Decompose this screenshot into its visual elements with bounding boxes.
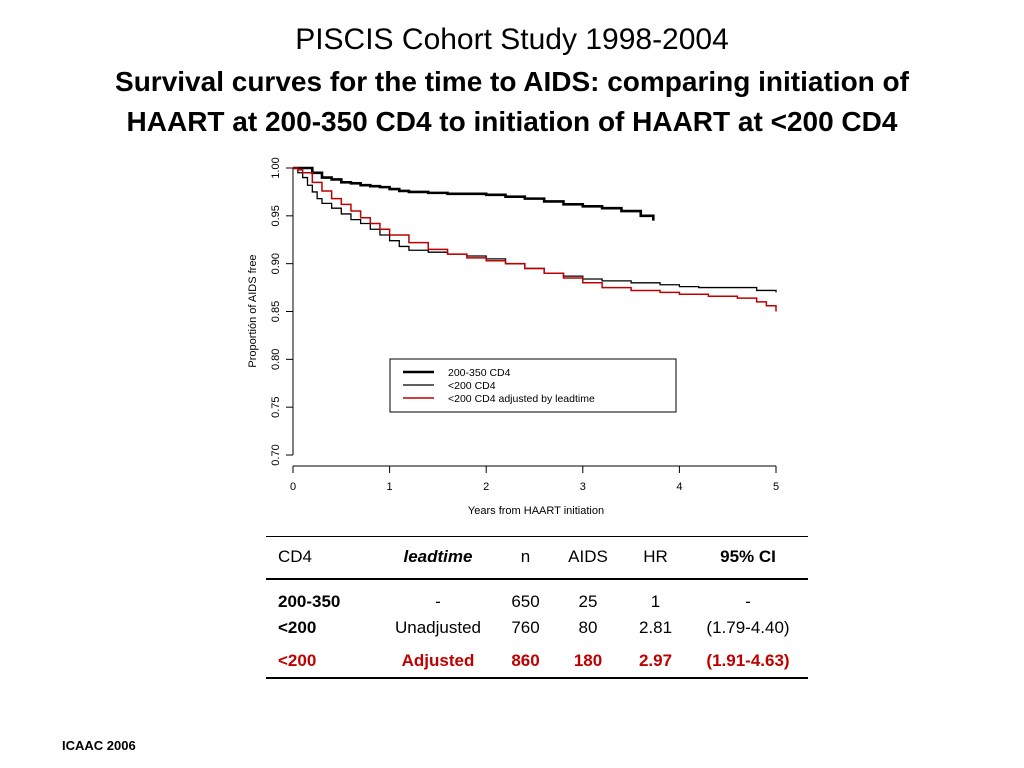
cell-n: 860 xyxy=(498,644,553,679)
x-tick-label: 0 xyxy=(290,481,296,493)
x-tick-label: 3 xyxy=(580,481,586,493)
y-tick-label: 0.90 xyxy=(270,253,282,274)
y-axis-label: Proportión of AIDS free xyxy=(247,254,259,367)
cell-ci: (1.91-4.63) xyxy=(688,644,808,679)
cell-ci: - xyxy=(745,591,751,611)
cell-hr: 2.97 xyxy=(623,644,688,679)
table-row: <200 Unadjusted 760 80 2.81 (1.79-4.40) xyxy=(266,612,808,645)
cell-cd4: <200 xyxy=(278,618,317,637)
x-tick-label: 2 xyxy=(483,481,489,493)
table-row: <200 Adjusted 860 180 2.97 (1.91-4.63) xyxy=(266,644,808,679)
header-ci: 95% CI xyxy=(688,536,808,580)
header-hr: HR xyxy=(623,536,688,580)
legend-box xyxy=(389,358,677,413)
curve-200-350-cd4 xyxy=(293,166,655,221)
page-subtitle: Survival curves for the time to AIDS: co… xyxy=(0,62,1024,142)
cell-leadtime: Adjusted xyxy=(378,644,498,679)
cell-hr: 2.81 xyxy=(638,618,673,637)
legend-item-lt200-adjusted-label: <200 CD4 adjusted by leadtime xyxy=(448,393,595,405)
cell-aids: 180 xyxy=(553,644,623,679)
header-aids: AIDS xyxy=(553,536,623,580)
curve-lt200-cd4-adjusted xyxy=(293,167,777,312)
cell-ci: (1.79-4.40) xyxy=(706,618,790,637)
table-row: 200-350 - 650 25 1 - xyxy=(266,579,808,612)
y-tick-label: 1.00 xyxy=(270,157,282,178)
y-tick-label: 0.70 xyxy=(270,444,282,465)
y-tick-label: 0.85 xyxy=(270,301,282,322)
y-tick-label: 0.95 xyxy=(270,205,282,226)
x-tick-label: 1 xyxy=(387,481,393,493)
footer-label: ICAAC 2006 xyxy=(62,738,136,753)
y-tick-label: 0.80 xyxy=(270,349,282,370)
table-header-row: CD4 leadtime n AIDS HR 95% CI xyxy=(266,536,808,580)
cell-aids: 80 xyxy=(578,618,598,637)
survival-chart: 0 1 2 3 4 5 0.70 0.75 0.80 0.85 0.90 0.95 1.00 Years … xyxy=(247,157,779,517)
chart-axes: 0 1 2 3 4 5 0.70 0.75 0.80 0.85 0.90 0.95 1.00 Years … xyxy=(247,157,779,517)
x-tick-label: 5 xyxy=(773,481,779,493)
chart-curves xyxy=(293,166,777,312)
header-leadtime: leadtime xyxy=(378,536,498,580)
chart-legend: 200-350 CD4<200 CD4<200 CD4 adjusted by … xyxy=(389,358,677,413)
results-table: CD4 leadtime n AIDS HR 95% CI 200-350 - … xyxy=(266,536,808,679)
cell-n: 760 xyxy=(511,618,540,637)
cell-cd4: 200-350 xyxy=(278,591,341,611)
cell-aids: 25 xyxy=(578,591,598,611)
legend-item-lt200-label: <200 CD4 xyxy=(448,380,496,392)
x-tick-label: 4 xyxy=(676,481,682,493)
cell-leadtime: Unadjusted xyxy=(394,618,481,637)
page-subtitle-line-2: HAART at 200-350 CD4 to initiation of HA… xyxy=(126,106,898,137)
curve-lt200-cd4 xyxy=(293,167,777,293)
cell-cd4: <200 xyxy=(266,644,378,679)
page-subtitle-line-1: Survival curves for the time to AIDS: co… xyxy=(115,66,909,97)
header-n: n xyxy=(498,536,553,580)
x-axis-label: Years from HAART initiation xyxy=(468,505,604,517)
cell-hr: 1 xyxy=(650,591,661,611)
legend-item-200-350-label: 200-350 CD4 xyxy=(448,367,511,379)
cell-n: 650 xyxy=(511,591,540,611)
header-cd4: CD4 xyxy=(266,536,378,580)
cell-leadtime: - xyxy=(435,591,441,611)
page-title: PISCIS Cohort Study 1998-2004 xyxy=(295,23,729,56)
y-tick-label: 0.75 xyxy=(270,396,282,417)
